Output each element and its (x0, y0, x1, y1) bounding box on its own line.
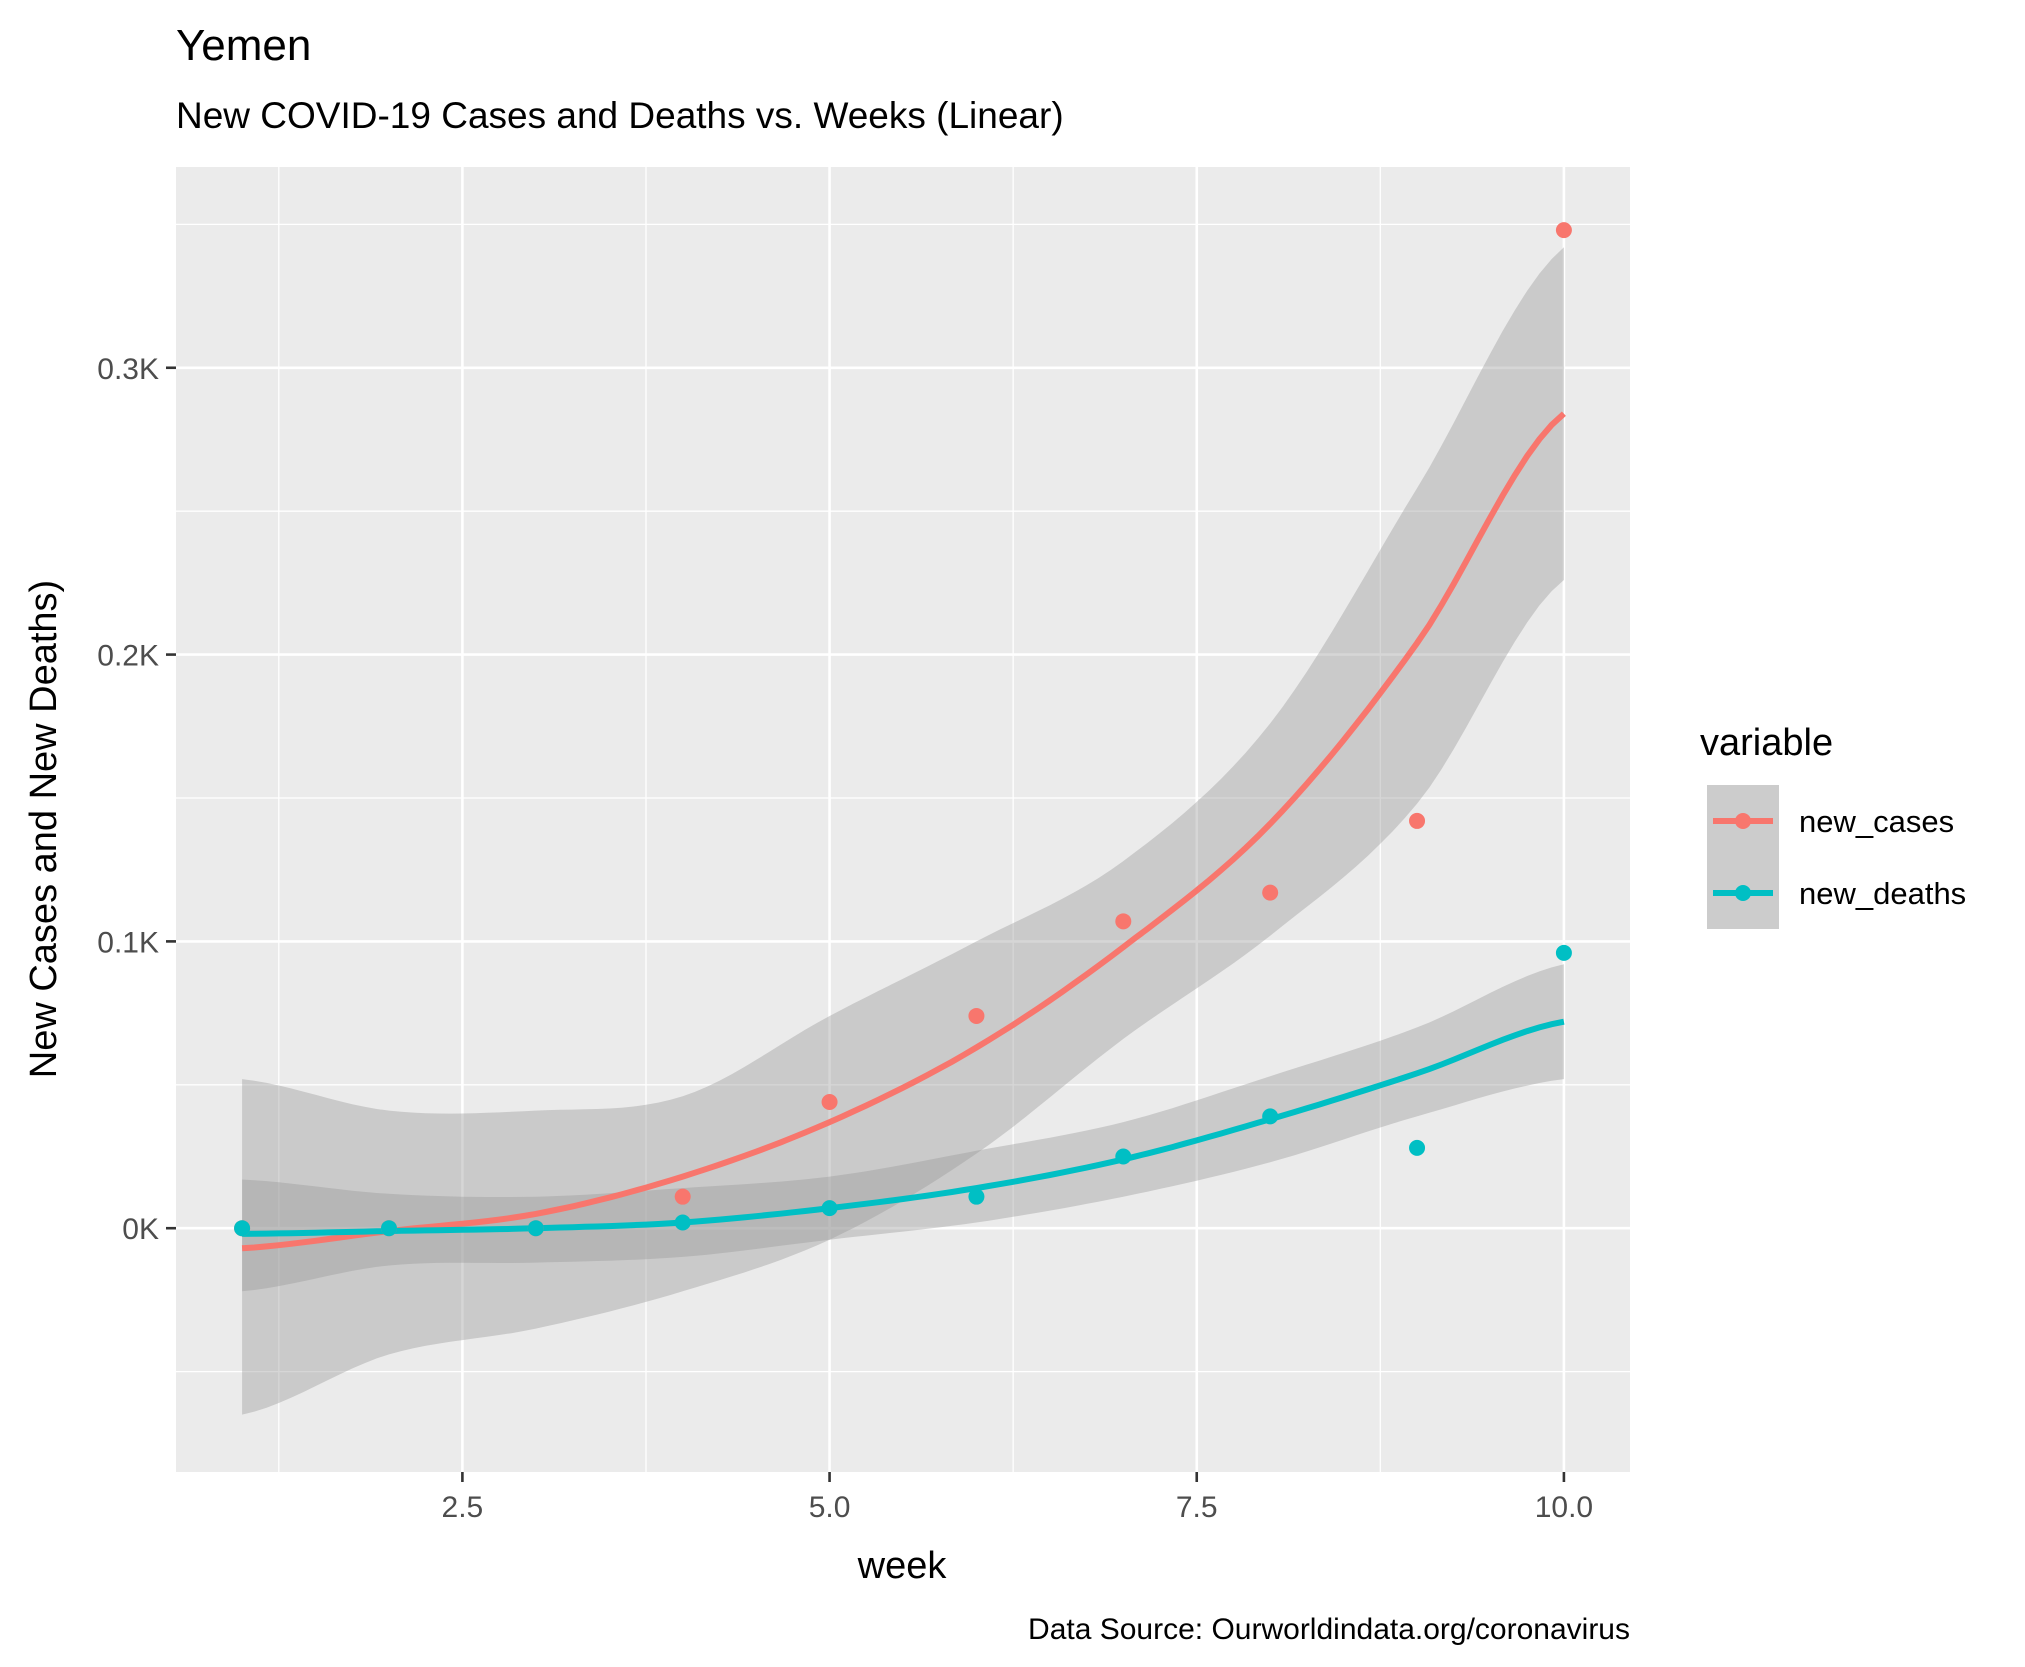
x-tick-label: 10.0 (1535, 1491, 1593, 1524)
data-point-new-cases (1409, 812, 1426, 829)
chart-title: Yemen (176, 21, 311, 70)
y-tick-label: 0K (122, 1213, 159, 1246)
data-point-new-deaths (380, 1220, 397, 1237)
data-point-new-deaths (234, 1220, 251, 1237)
data-point-new-deaths (674, 1214, 691, 1231)
y-tick-label: 0.1K (97, 926, 159, 959)
data-point-new-cases (821, 1094, 838, 1111)
plot-panel (176, 167, 1630, 1472)
data-point-new-deaths (527, 1220, 544, 1237)
y-axis: 0K 0.1K 0.2K 0.3K (97, 353, 176, 1246)
legend-keys: new_cases new_deaths (1707, 785, 1966, 929)
x-tick-label: 7.5 (1176, 1491, 1218, 1524)
x-axis: 2.5 5.0 7.5 10.0 (442, 1472, 1593, 1524)
data-point-new-deaths (1409, 1139, 1426, 1156)
data-points (234, 222, 1572, 1237)
legend-key-point (1735, 813, 1751, 829)
chart-caption: Data Source: Ourworldindata.org/coronavi… (1028, 1613, 1630, 1646)
confidence-band-new-cases (242, 247, 1564, 1415)
legend-label-new-cases: new_cases (1799, 804, 1954, 839)
data-point-new-cases (1555, 222, 1572, 239)
y-tick-label: 0.2K (97, 640, 159, 673)
grid-major (176, 167, 1630, 1472)
data-point-new-deaths (968, 1188, 985, 1205)
data-point-new-deaths (1262, 1108, 1279, 1125)
data-point-new-cases (1115, 913, 1132, 930)
confidence-ribbons (242, 247, 1564, 1415)
legend-label-new-deaths: new_deaths (1799, 876, 1966, 911)
data-point-new-deaths (1115, 1148, 1132, 1165)
data-point-new-deaths (1555, 944, 1572, 961)
x-tick-label: 2.5 (442, 1491, 484, 1524)
data-point-new-cases (1262, 884, 1279, 901)
fit-line-new-cases (241, 411, 1566, 1252)
fit-line-new-deaths (242, 1018, 1565, 1237)
x-tick-label: 5.0 (809, 1491, 851, 1524)
legend: variable new_cases new_deaths (1700, 722, 1966, 929)
confidence-band-new-deaths (242, 964, 1564, 1292)
data-point-new-cases (968, 1007, 985, 1024)
y-tick-label: 0.3K (97, 353, 159, 386)
y-axis-title: New Cases and New Deaths) (23, 580, 65, 1078)
data-point-new-deaths (821, 1200, 838, 1217)
data-point-new-cases (674, 1188, 691, 1205)
x-axis-title: week (857, 1545, 948, 1587)
chart-subtitle: New COVID-19 Cases and Deaths vs. Weeks … (176, 95, 1064, 136)
legend-key-point (1735, 885, 1751, 901)
legend-title: variable (1700, 722, 1833, 764)
fit-lines (241, 411, 1566, 1252)
